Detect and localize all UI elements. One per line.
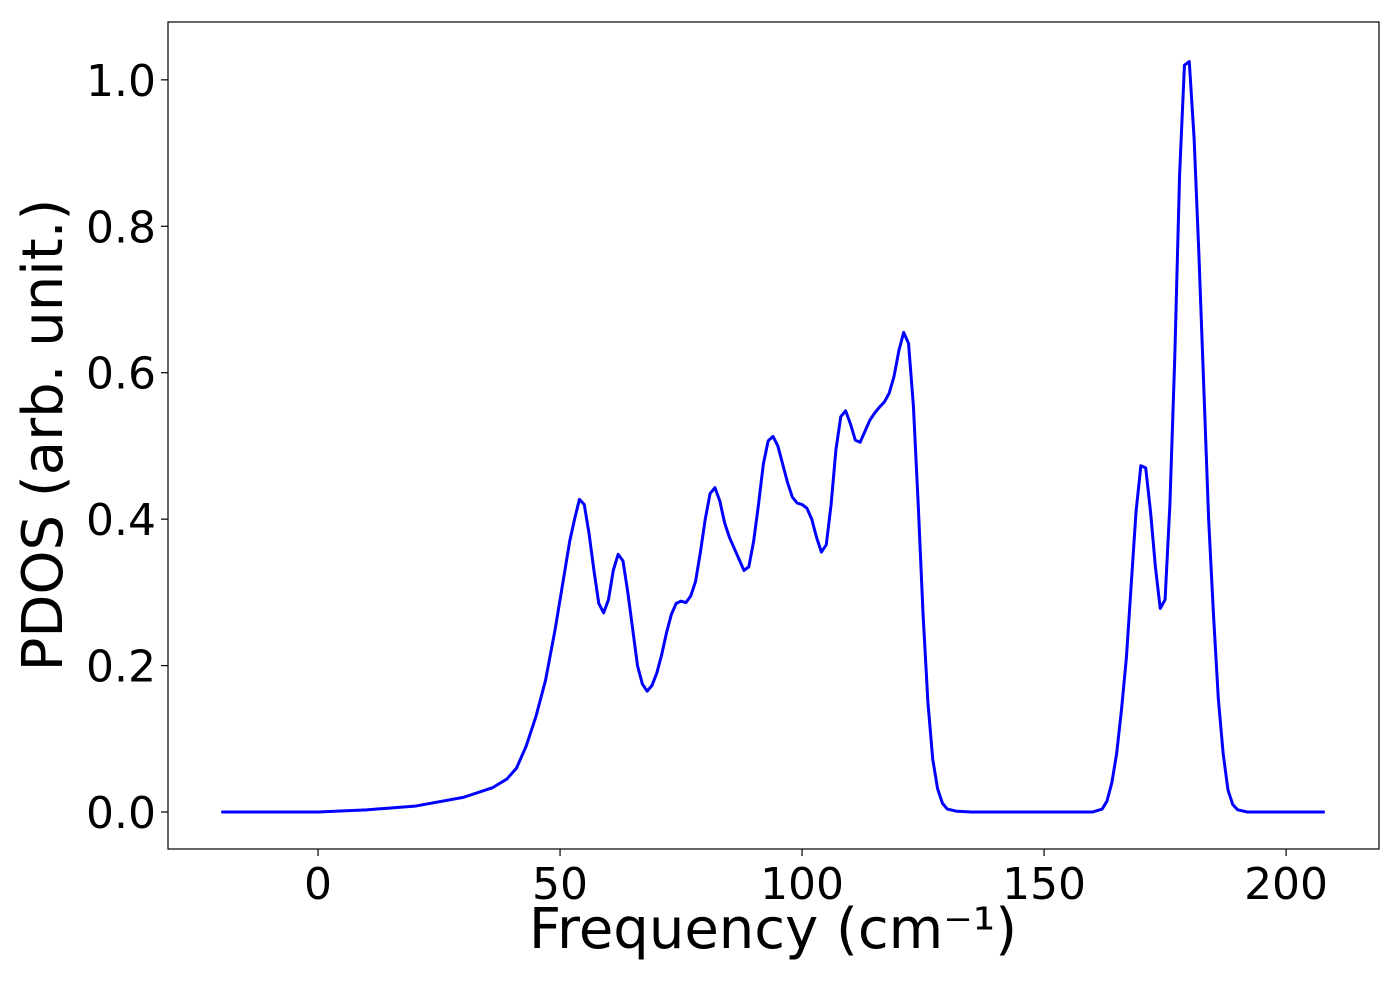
y-tick-label: 1.0 (86, 56, 156, 107)
x-axis-label: Frequency (cm⁻¹) (529, 897, 1017, 962)
y-axis-label: PDOS (arb. unit.) (11, 199, 76, 672)
data-line (221, 60, 1325, 814)
y-tick-label: 0.4 (86, 495, 156, 546)
x-tick-label: 50 (532, 859, 588, 910)
x-tick-label: 0 (304, 859, 332, 910)
x-tick-label: 100 (760, 859, 844, 910)
y-tick-label: 0.6 (86, 349, 156, 400)
y-tick-label: 0.0 (86, 788, 156, 839)
y-tick-label: 0.8 (86, 202, 156, 253)
plot-frame (167, 21, 1380, 850)
x-tick-label: 150 (1002, 859, 1086, 910)
y-tick-label: 0.2 (86, 642, 156, 693)
x-tick-label: 200 (1244, 859, 1328, 910)
